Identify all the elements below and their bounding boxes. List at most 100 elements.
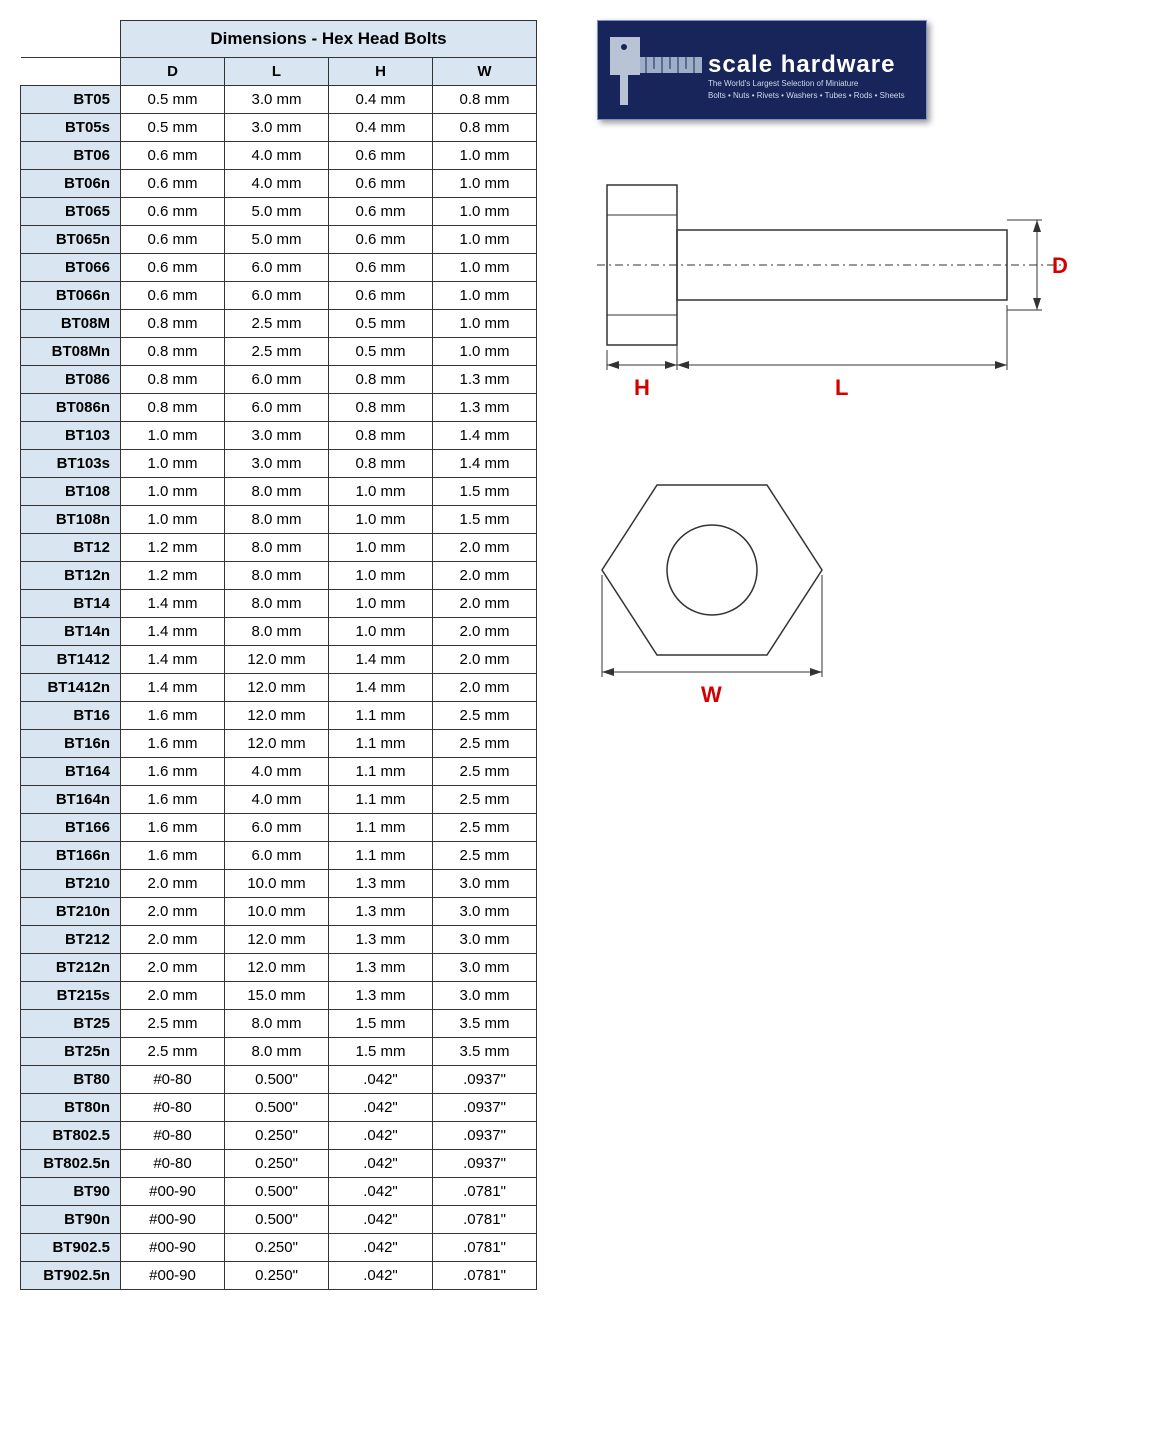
row-header: BT12n <box>21 562 121 590</box>
cell-d: 0.5 mm <box>121 86 225 114</box>
row-header: BT25n <box>21 1038 121 1066</box>
row-header: BT1412 <box>21 646 121 674</box>
logo-tagline-2: Bolts • Nuts • Rivets • Washers • Tubes … <box>708 91 905 100</box>
cell-d: 0.6 mm <box>121 170 225 198</box>
cell-d: 1.6 mm <box>121 730 225 758</box>
cell-l: 12.0 mm <box>225 926 329 954</box>
cell-h: 1.1 mm <box>329 730 433 758</box>
cell-h: 0.6 mm <box>329 226 433 254</box>
cell-w: 1.5 mm <box>433 506 537 534</box>
cell-l: 4.0 mm <box>225 170 329 198</box>
table-row: BT141.4 mm8.0 mm1.0 mm2.0 mm <box>21 590 537 618</box>
cell-w: 1.0 mm <box>433 282 537 310</box>
cell-w: 3.0 mm <box>433 898 537 926</box>
cell-d: #00-90 <box>121 1178 225 1206</box>
table-row: BT14n1.4 mm8.0 mm1.0 mm2.0 mm <box>21 618 537 646</box>
row-header: BT066n <box>21 282 121 310</box>
cell-w: .0937" <box>433 1122 537 1150</box>
cell-d: 1.0 mm <box>121 478 225 506</box>
row-header: BT902.5n <box>21 1262 121 1290</box>
cell-w: 2.0 mm <box>433 646 537 674</box>
cell-l: 8.0 mm <box>225 590 329 618</box>
dim-label-l: L <box>835 375 848 400</box>
cell-h: 1.3 mm <box>329 954 433 982</box>
cell-w: 3.5 mm <box>433 1010 537 1038</box>
cell-l: 6.0 mm <box>225 842 329 870</box>
cell-d: 0.8 mm <box>121 366 225 394</box>
cell-l: 0.500" <box>225 1206 329 1234</box>
cell-h: 0.8 mm <box>329 394 433 422</box>
row-header: BT086n <box>21 394 121 422</box>
cell-h: 1.1 mm <box>329 842 433 870</box>
table-row: BT902.5#00-900.250".042".0781" <box>21 1234 537 1262</box>
cell-w: 1.0 mm <box>433 142 537 170</box>
cell-h: 0.5 mm <box>329 338 433 366</box>
cell-w: 0.8 mm <box>433 114 537 142</box>
cell-d: 1.4 mm <box>121 618 225 646</box>
row-header: BT1412n <box>21 674 121 702</box>
cell-d: 2.5 mm <box>121 1038 225 1066</box>
cell-l: 0.500" <box>225 1066 329 1094</box>
cell-h: 0.6 mm <box>329 282 433 310</box>
cell-h: .042" <box>329 1234 433 1262</box>
table-row: BT210n2.0 mm10.0 mm1.3 mm3.0 mm <box>21 898 537 926</box>
table-row: BT08Mn0.8 mm2.5 mm0.5 mm1.0 mm <box>21 338 537 366</box>
cell-l: 12.0 mm <box>225 702 329 730</box>
cell-d: 0.8 mm <box>121 310 225 338</box>
cell-l: 0.250" <box>225 1234 329 1262</box>
cell-w: 1.3 mm <box>433 394 537 422</box>
row-header: BT065 <box>21 198 121 226</box>
cell-w: .0781" <box>433 1178 537 1206</box>
table-row: BT90n#00-900.500".042".0781" <box>21 1206 537 1234</box>
cell-w: 3.0 mm <box>433 982 537 1010</box>
cell-h: 0.6 mm <box>329 198 433 226</box>
table-row: BT108n1.0 mm8.0 mm1.0 mm1.5 mm <box>21 506 537 534</box>
table-row: BT902.5n#00-900.250".042".0781" <box>21 1262 537 1290</box>
cell-w: 3.0 mm <box>433 954 537 982</box>
cell-h: .042" <box>329 1178 433 1206</box>
dim-label-w: W <box>701 682 722 707</box>
cell-d: 1.4 mm <box>121 590 225 618</box>
row-header: BT80 <box>21 1066 121 1094</box>
cell-d: 1.6 mm <box>121 814 225 842</box>
cell-d: 0.8 mm <box>121 394 225 422</box>
cell-d: 1.2 mm <box>121 534 225 562</box>
cell-h: 1.4 mm <box>329 646 433 674</box>
cell-w: 0.8 mm <box>433 86 537 114</box>
logo-tagline-1: The World's Largest Selection of Miniatu… <box>708 79 858 88</box>
cell-d: 1.0 mm <box>121 450 225 478</box>
table-row: BT80#0-800.500".042".0937" <box>21 1066 537 1094</box>
cell-h: 0.6 mm <box>329 142 433 170</box>
cell-l: 12.0 mm <box>225 674 329 702</box>
cell-w: 1.0 mm <box>433 254 537 282</box>
cell-d: #0-80 <box>121 1150 225 1178</box>
cell-l: 2.5 mm <box>225 338 329 366</box>
cell-d: #0-80 <box>121 1122 225 1150</box>
cell-d: 1.6 mm <box>121 758 225 786</box>
cell-h: 0.6 mm <box>329 170 433 198</box>
row-header: BT06 <box>21 142 121 170</box>
row-header: BT065n <box>21 226 121 254</box>
row-header: BT166 <box>21 814 121 842</box>
cell-l: 3.0 mm <box>225 450 329 478</box>
cell-w: 1.0 mm <box>433 198 537 226</box>
row-header: BT212 <box>21 926 121 954</box>
cell-h: 1.0 mm <box>329 506 433 534</box>
row-header: BT80n <box>21 1094 121 1122</box>
cell-d: 2.0 mm <box>121 898 225 926</box>
cell-l: 6.0 mm <box>225 814 329 842</box>
cell-l: 4.0 mm <box>225 758 329 786</box>
column-header-row: D L H W <box>21 58 537 86</box>
cell-d: 2.5 mm <box>121 1010 225 1038</box>
cell-w: 1.0 mm <box>433 226 537 254</box>
col-header-l: L <box>225 58 329 86</box>
table-row: BT050.5 mm3.0 mm0.4 mm0.8 mm <box>21 86 537 114</box>
col-header-w: W <box>433 58 537 86</box>
cell-h: 0.4 mm <box>329 114 433 142</box>
cell-l: 12.0 mm <box>225 730 329 758</box>
cell-d: 2.0 mm <box>121 870 225 898</box>
cell-d: #00-90 <box>121 1262 225 1290</box>
cell-d: #0-80 <box>121 1066 225 1094</box>
cell-h: 1.1 mm <box>329 702 433 730</box>
cell-l: 0.250" <box>225 1122 329 1150</box>
